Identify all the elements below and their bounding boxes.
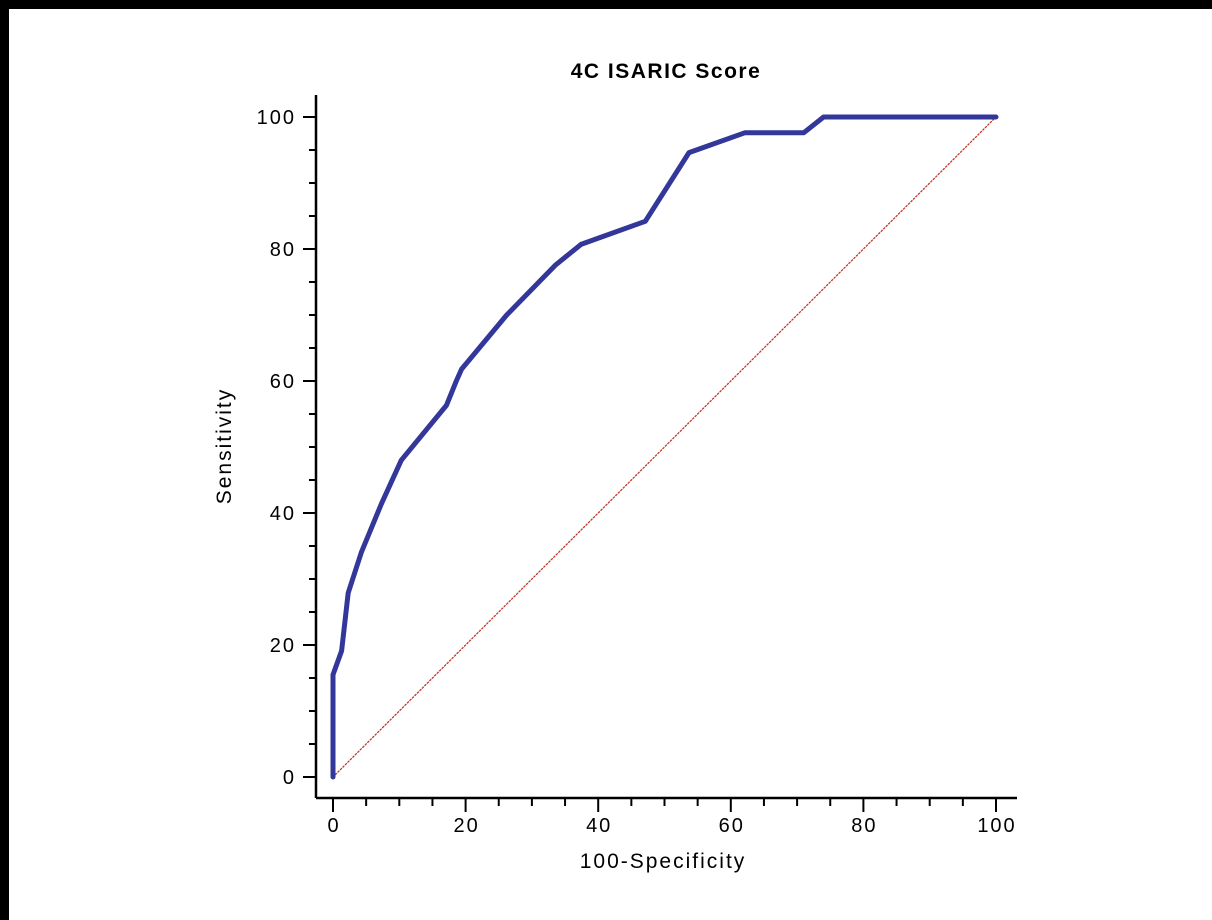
y-tick-label: 100 xyxy=(257,107,296,129)
y-tick-label: 0 xyxy=(283,767,296,789)
x-axis-ticks: 0 20 40 60 80 100 xyxy=(327,798,1016,837)
x-tick-label: 80 xyxy=(851,815,877,837)
y-tick-label: 80 xyxy=(270,239,296,261)
roc-curve-line xyxy=(330,114,999,780)
y-tick-label: 40 xyxy=(270,503,296,525)
x-tick-label: 100 xyxy=(977,815,1016,837)
x-tick-label: 60 xyxy=(719,815,745,837)
chart-title: 4C ISARIC Score xyxy=(571,60,762,83)
reference-diagonal-line xyxy=(332,116,997,778)
x-tick-label: 20 xyxy=(453,815,479,837)
roc-chart: 4C ISARIC Score 0 20 40 60 80 100 0 20 40 60 80 10… xyxy=(213,60,1017,873)
x-axis-label: 100-Specificity xyxy=(580,850,747,873)
y-tick-label: 20 xyxy=(270,635,296,657)
series-group xyxy=(330,114,999,780)
x-tick-label: 0 xyxy=(327,815,340,837)
x-tick-label: 40 xyxy=(586,815,612,837)
y-axis-ticks: 0 20 40 60 80 100 xyxy=(257,107,316,789)
y-axis-label: Sensitivity xyxy=(213,388,236,505)
y-tick-label: 60 xyxy=(270,371,296,393)
